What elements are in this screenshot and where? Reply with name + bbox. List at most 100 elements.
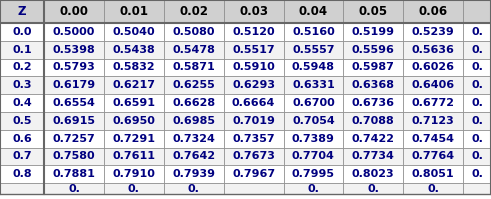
Bar	[283, 112, 343, 130]
Text: 0.7: 0.7	[12, 151, 32, 161]
Text: 0.5040: 0.5040	[112, 27, 155, 37]
Text: 0.1: 0.1	[12, 45, 32, 55]
Bar	[463, 59, 491, 76]
Bar	[0, 183, 44, 194]
Text: Z: Z	[18, 5, 27, 18]
Bar	[224, 94, 283, 112]
Text: 0.5438: 0.5438	[112, 45, 155, 55]
Bar	[224, 130, 283, 148]
Bar	[403, 94, 463, 112]
Text: 0.5000: 0.5000	[53, 27, 95, 37]
Text: 0.7704: 0.7704	[292, 151, 335, 161]
Text: 0.7454: 0.7454	[411, 134, 455, 144]
Bar	[104, 165, 164, 183]
Text: 0.5636: 0.5636	[411, 45, 455, 55]
Bar	[0, 112, 44, 130]
Text: 0.: 0.	[471, 27, 483, 37]
Text: 0.6591: 0.6591	[112, 98, 156, 108]
Text: 0.: 0.	[471, 80, 483, 90]
Text: 0.8051: 0.8051	[412, 169, 455, 179]
Bar	[463, 0, 491, 23]
Bar	[463, 183, 491, 194]
Bar	[463, 76, 491, 94]
Text: 0.6026: 0.6026	[411, 62, 455, 72]
Text: 0.7881: 0.7881	[53, 169, 96, 179]
Text: 0.8023: 0.8023	[352, 169, 395, 179]
Bar	[224, 76, 283, 94]
Bar	[463, 112, 491, 130]
Text: 0.7291: 0.7291	[112, 134, 156, 144]
Text: 0.7967: 0.7967	[232, 169, 275, 179]
Bar	[403, 183, 463, 194]
Bar	[44, 23, 104, 41]
Bar	[403, 23, 463, 41]
Text: 0.0: 0.0	[12, 27, 32, 37]
Text: 0.7580: 0.7580	[53, 151, 95, 161]
Bar	[0, 130, 44, 148]
Bar	[463, 41, 491, 59]
Text: 0.5871: 0.5871	[172, 62, 215, 72]
Bar	[164, 23, 224, 41]
Bar	[343, 130, 403, 148]
Bar	[343, 183, 403, 194]
Text: 0.5517: 0.5517	[232, 45, 275, 55]
Text: 0.6406: 0.6406	[411, 80, 455, 90]
Text: 0.7257: 0.7257	[53, 134, 95, 144]
Bar	[164, 0, 224, 23]
Bar	[0, 41, 44, 59]
Text: 0.6368: 0.6368	[352, 80, 395, 90]
Bar	[283, 94, 343, 112]
Bar	[403, 41, 463, 59]
Bar	[343, 112, 403, 130]
Bar	[224, 0, 283, 23]
Text: 0.7324: 0.7324	[172, 134, 215, 144]
Bar	[463, 130, 491, 148]
Text: 0.5987: 0.5987	[352, 62, 395, 72]
Bar	[343, 148, 403, 165]
Bar	[0, 59, 44, 76]
Bar	[403, 130, 463, 148]
Bar	[343, 165, 403, 183]
Text: 0.7764: 0.7764	[411, 151, 455, 161]
Text: 0.: 0.	[68, 184, 80, 194]
Bar	[283, 59, 343, 76]
Bar	[343, 0, 403, 23]
Text: 0.05: 0.05	[359, 5, 388, 18]
Bar	[164, 130, 224, 148]
Text: 0.6255: 0.6255	[172, 80, 215, 90]
Bar	[224, 148, 283, 165]
Bar	[224, 112, 283, 130]
Text: 0.7734: 0.7734	[352, 151, 395, 161]
Text: 0.06: 0.06	[418, 5, 448, 18]
Text: 0.6554: 0.6554	[53, 98, 96, 108]
Text: 0.5478: 0.5478	[172, 45, 215, 55]
Text: 0.6664: 0.6664	[232, 98, 275, 108]
Text: 0.: 0.	[471, 151, 483, 161]
Bar	[164, 148, 224, 165]
Text: 0.5557: 0.5557	[292, 45, 335, 55]
Text: 0.03: 0.03	[239, 5, 268, 18]
Bar	[403, 165, 463, 183]
Bar	[44, 130, 104, 148]
Bar	[283, 130, 343, 148]
Text: 0.6331: 0.6331	[292, 80, 335, 90]
Bar	[0, 94, 44, 112]
Text: 0.5398: 0.5398	[53, 45, 95, 55]
Bar	[0, 165, 44, 183]
Text: 0.01: 0.01	[119, 5, 148, 18]
Bar	[343, 23, 403, 41]
Bar	[44, 183, 104, 194]
Bar	[283, 148, 343, 165]
Bar	[0, 23, 44, 41]
Text: 0.7939: 0.7939	[172, 169, 215, 179]
Bar	[224, 59, 283, 76]
Text: 0.6179: 0.6179	[53, 80, 96, 90]
Text: 0.: 0.	[471, 98, 483, 108]
Text: 0.5199: 0.5199	[352, 27, 395, 37]
Text: 0.2: 0.2	[12, 62, 32, 72]
Text: 0.7054: 0.7054	[292, 116, 335, 126]
Bar	[224, 23, 283, 41]
Bar	[224, 183, 283, 194]
Bar	[104, 76, 164, 94]
Text: 0.8: 0.8	[12, 169, 32, 179]
